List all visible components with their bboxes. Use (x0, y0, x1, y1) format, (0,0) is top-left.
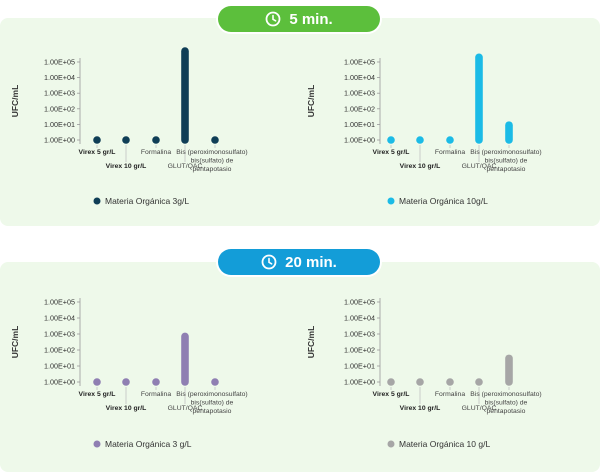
data-bar (475, 53, 483, 144)
category-label: Formalina (141, 149, 171, 156)
legend-marker (93, 440, 101, 448)
y-tick-label: 1.00E+05 (344, 298, 375, 307)
data-point (387, 378, 395, 386)
category-label: Formalina (141, 391, 171, 398)
data-point (416, 378, 424, 386)
category-label: GLUT/QAC (168, 163, 203, 170)
data-bar (505, 121, 513, 144)
category-label: Virex 10 gr/L (400, 405, 441, 412)
y-axis-label: UFC/mL (10, 326, 20, 359)
category-label: Virex 5 gr/L (373, 149, 410, 156)
data-point (387, 136, 395, 144)
header-title: 5 min. (289, 10, 333, 28)
data-point (211, 378, 219, 386)
data-bar (181, 47, 189, 144)
y-tick-label: 1.00E+02 (44, 346, 75, 355)
header-20-min: 20 min. (218, 249, 380, 275)
category-label: Formalina (435, 391, 465, 398)
legend-marker (387, 197, 395, 205)
y-tick-label: 1.00E+05 (44, 298, 75, 307)
legend-label: Materia Orgánica 3g/L (105, 196, 189, 206)
y-tick-label: 1.00E+00 (44, 136, 75, 145)
data-point (446, 136, 454, 144)
y-tick-label: 1.00E+01 (344, 362, 375, 371)
data-bar (181, 332, 189, 386)
y-tick-label: 1.00E+01 (344, 120, 375, 129)
y-tick-label: 1.00E+00 (44, 378, 75, 387)
y-tick-label: 1.00E+02 (344, 104, 375, 113)
category-label: Virex 10 gr/L (106, 405, 147, 412)
header-title: 20 min. (285, 253, 337, 271)
category-label: Bis (peroximonosulfato) bis(sulfato) de pe… (470, 391, 541, 415)
category-label: Bis (peroximonosulfato) bis(sulfato) de pe… (176, 391, 247, 415)
category-label: Bis (peroximonosulfato) bis(sulfato) de pe… (470, 149, 541, 173)
y-axis-label: UFC/mL (306, 326, 316, 359)
y-axis-label: UFC/mL (10, 85, 20, 118)
data-point (122, 378, 130, 386)
y-tick-label: 1.00E+01 (44, 362, 75, 371)
clock-icon (261, 254, 277, 270)
data-point (475, 378, 483, 386)
y-tick-label: 1.00E+05 (44, 58, 75, 67)
legend-marker (387, 440, 395, 448)
panel-20-min (0, 262, 600, 472)
clock-icon (265, 11, 281, 27)
data-point (211, 136, 219, 144)
legend-marker (93, 197, 101, 205)
chart-5min-10g: UFC/mL 1.00E+00 1.00E+01 1.00E+02 1.00E+03 1.… (306, 53, 542, 206)
y-tick-label: 1.00E+04 (344, 73, 375, 82)
category-label: Virex 5 gr/L (79, 391, 116, 398)
category-label: Virex 10 gr/L (106, 163, 147, 170)
y-tick-label: 1.00E+05 (344, 58, 375, 67)
category-label: Virex 10 gr/L (400, 163, 441, 170)
category-label: Virex 5 gr/L (79, 149, 116, 156)
data-point (152, 136, 160, 144)
y-tick-label: 1.00E+02 (44, 104, 75, 113)
y-tick-label: 1.00E+03 (44, 89, 75, 98)
y-tick-label: 1.00E+00 (344, 378, 375, 387)
category-label: GLUT/QAC (168, 405, 203, 412)
data-point (416, 136, 424, 144)
chart-20min-10g: UFC/mL 1.00E+00 1.00E+01 1.00E+02 1.00E+03 1.… (306, 298, 542, 450)
legend-label: Materia Orgánica 10g/L (399, 196, 488, 206)
data-point (122, 136, 130, 144)
y-tick-label: 1.00E+02 (344, 346, 375, 355)
panel-5-min (0, 18, 600, 226)
y-tick-label: 1.00E+04 (44, 73, 75, 82)
category-label: Virex 5 gr/L (373, 391, 410, 398)
legend-label: Materia Orgánica 10 g/L (399, 439, 490, 449)
y-tick-label: 1.00E+01 (44, 120, 75, 129)
data-point (93, 378, 101, 386)
category-label: Formalina (435, 149, 465, 156)
data-point (152, 378, 160, 386)
header-5-min: 5 min. (218, 6, 380, 32)
y-tick-label: 1.00E+03 (44, 330, 75, 339)
y-tick-label: 1.00E+00 (344, 136, 375, 145)
y-axis-label: UFC/mL (306, 85, 316, 118)
category-label: Bis (peroximonosulfato) bis(sulfato) de pe… (176, 149, 247, 173)
data-bar (505, 354, 513, 386)
chart-5min-3g: UFC/mL 1.00E+00 1.00E+01 1.00E+02 1.00E+03 1.… (10, 47, 248, 206)
legend-label: Materia Orgánica 3 g/L (105, 439, 192, 449)
data-point (446, 378, 454, 386)
category-label: GLUT/QAC (462, 405, 497, 412)
y-tick-label: 1.00E+04 (344, 314, 375, 323)
data-point (93, 136, 101, 144)
y-tick-label: 1.00E+03 (344, 89, 375, 98)
y-tick-label: 1.00E+03 (344, 330, 375, 339)
chart-20min-3g: UFC/mL 1.00E+00 1.00E+01 1.00E+02 1.00E+03 1.… (10, 298, 248, 450)
y-tick-label: 1.00E+04 (44, 314, 75, 323)
category-label: GLUT/QAC (462, 163, 497, 170)
